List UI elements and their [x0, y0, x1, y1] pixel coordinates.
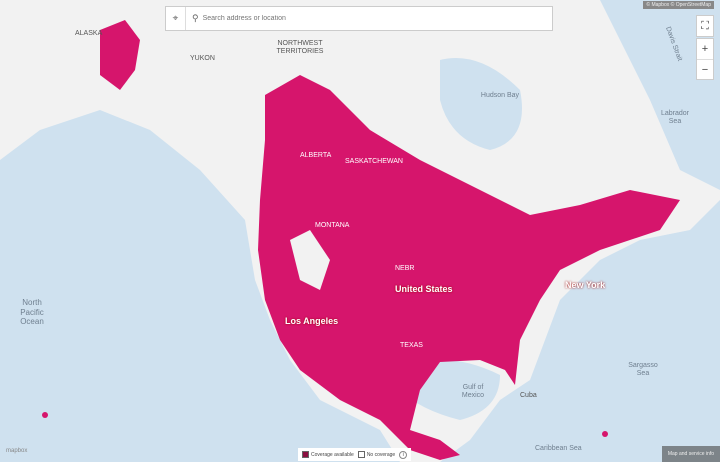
label-gulf: Gulf of Mexico: [461, 384, 485, 400]
label-nwt: NORTHWEST TERRITORIES: [276, 40, 324, 56]
label-texas: TEXAS: [400, 342, 423, 349]
legend-no-coverage: No coverage: [357, 451, 396, 458]
label-alberta: ALBERTA: [300, 152, 332, 159]
coverage-gap-west: [290, 230, 330, 290]
zoom-control: + −: [696, 38, 714, 80]
info-icon[interactable]: i: [399, 450, 408, 459]
label-nebr: NEBR: [395, 265, 415, 272]
search-icon: ⚲: [192, 13, 199, 23]
zoom-out-button[interactable]: −: [697, 59, 713, 79]
label-alaska: ALASKA: [75, 30, 103, 37]
coverage-puerto-rico: [602, 431, 608, 437]
locate-icon[interactable]: ⌖: [166, 7, 186, 30]
labrador-sea: [600, 0, 720, 190]
fullscreen-icon[interactable]: ⛶: [701, 20, 709, 32]
coverage-alaska: [100, 20, 140, 90]
coverage-swatch: [302, 451, 309, 458]
search-input[interactable]: [202, 15, 552, 22]
label-pacific: North Pacific Ocean: [20, 298, 44, 327]
hudson-bay: [440, 58, 522, 150]
legend-no-coverage-label: No coverage: [366, 451, 396, 458]
label-saskatchewan: SASKATCHEWAN: [345, 158, 403, 165]
label-united-states: United States: [395, 284, 453, 294]
no-coverage-swatch: [357, 451, 365, 458]
search-bar: ⌖ ⚲: [165, 6, 553, 31]
label-montana: MONTANA: [315, 222, 350, 229]
coverage-hawaii: [42, 412, 48, 418]
mapbox-logo[interactable]: mapbox: [6, 448, 28, 454]
coverage-area: [258, 75, 680, 460]
label-caribbean: Caribbean Sea: [535, 445, 582, 452]
label-yukon: YUKON: [190, 55, 215, 62]
legend-coverage-label: Coverage available: [311, 451, 354, 458]
label-hudson-bay: Hudson Bay: [480, 92, 520, 99]
label-labrador-sea: Labrador Sea: [660, 110, 690, 126]
label-sargasso: Sargasso Sea: [628, 362, 658, 378]
zoom-in-button[interactable]: +: [701, 43, 709, 55]
label-los-angeles: Los Angeles: [285, 316, 339, 326]
fullscreen-control: ⛶: [696, 15, 714, 37]
label-new-york: New York: [565, 280, 606, 290]
map-service-info-button[interactable]: Map and service info: [661, 446, 720, 462]
label-cuba: Cuba: [520, 392, 537, 399]
map-legend: Coverage available No coverage i: [298, 448, 412, 461]
legend-coverage: Coverage available: [302, 451, 354, 458]
map-attribution[interactable]: © Mapbox © OpenStreetMap: [643, 1, 714, 9]
